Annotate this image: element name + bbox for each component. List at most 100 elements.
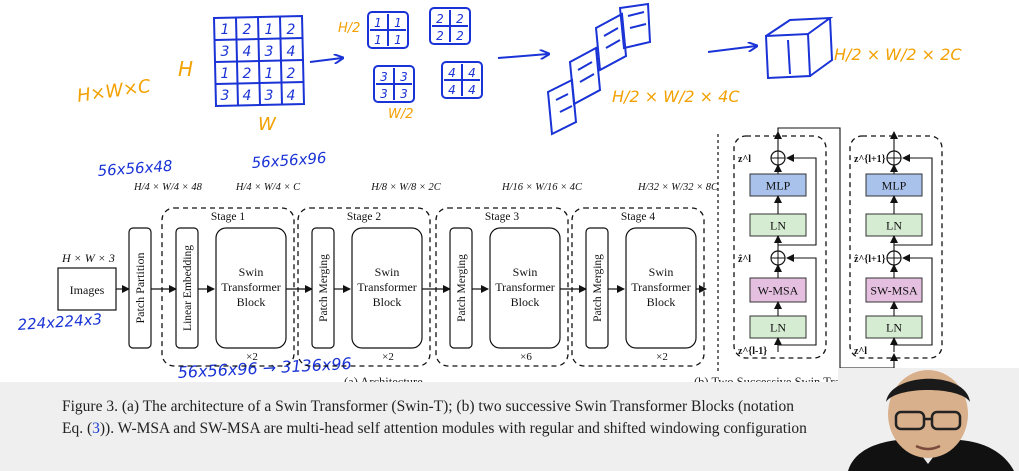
z-out-label: z^l <box>738 154 751 165</box>
split-patch <box>367 11 409 49</box>
patch-number: 3 <box>400 87 408 101</box>
stage-title: Stage 1 <box>211 211 245 223</box>
stage-border <box>161 207 295 367</box>
input-size-annotation: 224x224x3 <box>17 310 103 334</box>
stage-dims: H/16 × W/16 × 4C <box>501 182 583 193</box>
caption-line-1: Figure 3. (a) The architecture of a Swin… <box>62 398 794 415</box>
stage-title: Stage 3 <box>485 211 519 223</box>
stage-title: Stage 4 <box>621 211 655 223</box>
patch-number: 1 <box>374 33 382 47</box>
half-h-annotation: H/2 <box>338 21 360 36</box>
patch-number: 2 <box>456 12 464 26</box>
grid-number: 3 <box>265 44 274 60</box>
swin-block-label: Block <box>373 295 402 309</box>
swin-block-label: Transformer <box>631 280 691 294</box>
stages: Stage 1 H/4 × W/4 × C Linear Embedding Swin… <box>161 182 719 367</box>
grid-number: 4 <box>287 44 296 60</box>
patch-number: 2 <box>456 29 464 43</box>
mlp-box-label: MLP <box>766 179 791 193</box>
stage-repeat: ×2 <box>656 351 668 363</box>
grid-number: 3 <box>265 88 274 104</box>
w-annotation: W <box>258 114 277 135</box>
swin-block-label: Swin <box>375 265 400 279</box>
equation-ref-link[interactable]: 3 <box>92 420 100 437</box>
patch-number: 1 <box>374 16 382 30</box>
patch-number: 4 <box>468 83 476 97</box>
swin-block-label: Swin <box>513 265 538 279</box>
input-dims: H × W × 3 <box>61 251 115 265</box>
z-mid-label: ẑ^l <box>738 254 751 265</box>
swin-block-label: Block <box>237 295 266 309</box>
patch-merging-box <box>311 227 335 349</box>
patch-number: 1 <box>394 33 402 47</box>
grid-number: 4 <box>287 88 296 104</box>
grid-number: 1 <box>221 66 230 82</box>
patch-number: 4 <box>448 83 456 97</box>
z-mid-label: ẑ^{l+1} <box>854 254 886 265</box>
handwritten-annotations: H×W×C H W 1 2 1 23 4 3 41 2 1 23 4 3 4 H/2 W/2 1 11 12… <box>17 2 962 382</box>
architecture-diagram: H × W × 3 Images Patch Partition H/4 × W… <box>57 182 719 389</box>
swin-transformer-block <box>215 227 287 349</box>
patch-number: 2 <box>436 12 444 26</box>
grid-number: 2 <box>243 66 252 82</box>
swin-block-label: Swin <box>239 265 264 279</box>
patch-number: 1 <box>394 16 402 30</box>
stage-repeat: ×6 <box>520 351 532 363</box>
swin-blocks-diagram: MLP LN W-MSA LN z^l ẑ^l z^{l-1} MLP LN SW-MSA LN z… <box>694 127 943 389</box>
swin-transformer-block <box>489 227 561 349</box>
patch-number: 3 <box>380 87 388 101</box>
grid-number: 1 <box>265 22 274 38</box>
patch-merging-label: Patch Merging <box>592 254 604 322</box>
swin-block-label: Block <box>647 295 676 309</box>
merge-note-annotation: 56x56x96 → 3136x96 <box>177 354 352 382</box>
patch-merging-label: Patch Merging <box>318 254 330 322</box>
stage-dims: H/4 × W/4 × C <box>235 182 301 193</box>
split-patch <box>429 7 471 45</box>
msa-box-label: W-MSA <box>758 284 799 298</box>
ln-box-label: LN <box>886 321 902 335</box>
patch-number: 3 <box>400 70 408 84</box>
ln-box-label: LN <box>770 321 786 335</box>
grid-number: 1 <box>221 22 230 38</box>
stage-border <box>435 207 569 367</box>
images-label: Images <box>70 283 105 297</box>
stack-arrow <box>497 54 548 58</box>
split-arrow <box>309 58 342 62</box>
patch-number: 4 <box>448 66 456 80</box>
swin-block-left: MLP LN W-MSA LN z^l ẑ^l z^{l-1} <box>733 131 827 359</box>
grid-numbers: 1 2 1 23 4 3 41 2 1 23 4 3 4 <box>221 22 296 104</box>
stage-4: Stage 4 H/32 × W/32 × 8C Patch Merging Swin… <box>571 182 719 367</box>
linear-embedding-box <box>175 227 199 349</box>
patch-merging-label: Patch Merging <box>456 254 468 322</box>
h-annotation: H <box>178 57 193 81</box>
swin-block-label: Transformer <box>357 280 417 294</box>
caption-line-2: Eq. (3)). W-MSA and SW-MSA are multi-hea… <box>62 420 807 437</box>
hwc-annotation: H×W×C <box>76 76 153 107</box>
swin-block-label: Transformer <box>221 280 281 294</box>
grid-number: 1 <box>265 66 274 82</box>
stage-dims: H/8 × W/8 × 2C <box>370 182 442 193</box>
stage1-in-annotation: 56x56x48 <box>97 157 173 180</box>
split-patch <box>373 65 415 103</box>
stage-2: Stage 2 H/8 × W/8 × 2C Patch Merging SwinTr… <box>297 182 451 367</box>
reduce-dims-annotation: H/2 × W/2 × 2C <box>834 45 962 64</box>
grid-number: 4 <box>243 44 252 60</box>
stage-repeat: ×2 <box>246 351 258 363</box>
block-border <box>733 135 827 359</box>
swin-block-label: Block <box>511 295 540 309</box>
merged-cube <box>764 16 834 80</box>
feature-grid <box>212 14 306 108</box>
linear-embedding-label: Linear Embedding <box>182 245 194 331</box>
split-patches: 1 11 12 22 23 33 34 44 4 <box>367 7 483 103</box>
z-in-label: z^l <box>854 346 867 357</box>
patch-merging-box <box>449 227 473 349</box>
patch-merging-box <box>585 227 609 349</box>
patch-partition-box <box>128 227 152 349</box>
stage-repeat: ×2 <box>382 351 394 363</box>
stacked-patches <box>546 2 652 136</box>
grid-number: 2 <box>287 22 296 38</box>
merge-dims-annotation: H/2 × W/2 × 4C <box>612 87 740 106</box>
half-w-annotation: W/2 <box>388 107 414 122</box>
mlp-box-label: MLP <box>882 179 907 193</box>
grid-number: 2 <box>287 66 296 82</box>
